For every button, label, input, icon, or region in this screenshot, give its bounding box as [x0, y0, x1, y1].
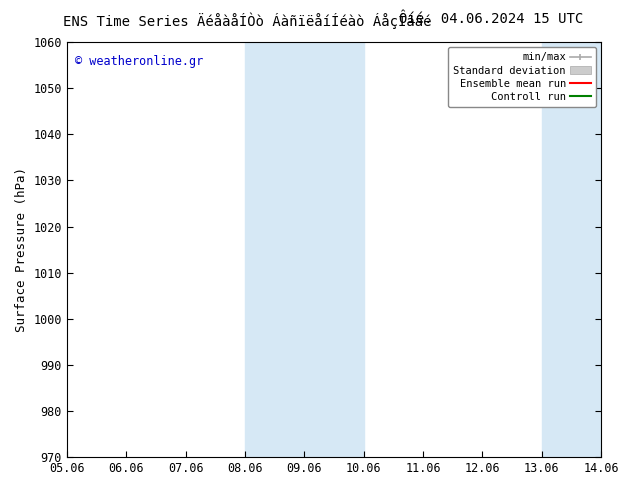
Text: © weatheronline.gr: © weatheronline.gr: [75, 54, 203, 68]
Text: Ôíé. 04.06.2024 15 UTC: Ôíé. 04.06.2024 15 UTC: [399, 12, 584, 26]
Legend: min/max, Standard deviation, Ensemble mean run, Controll run: min/max, Standard deviation, Ensemble me…: [448, 47, 596, 107]
Bar: [245, 42, 364, 457]
Y-axis label: Surface Pressure (hPa): Surface Pressure (hPa): [15, 167, 28, 332]
Text: ENS Time Series ÄéåàåÍÒò ÁàñïëåíÍéàò ÁåçÍââé: ENS Time Series ÄéåàåÍÒò ÁàñïëåíÍéàò Áåç…: [63, 12, 432, 29]
Bar: [542, 42, 601, 457]
